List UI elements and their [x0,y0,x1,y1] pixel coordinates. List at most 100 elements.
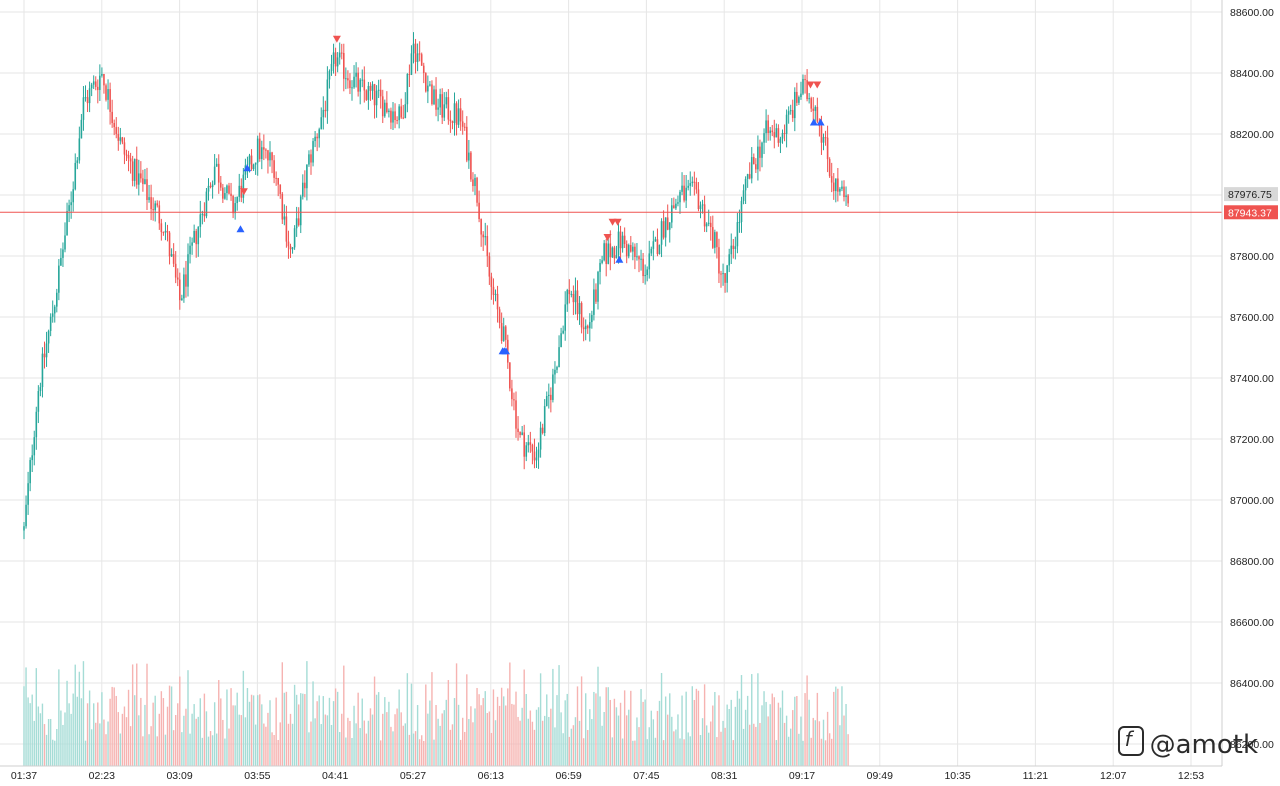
volume-bar [404,723,406,766]
candle-body [217,163,220,183]
time-axis[interactable]: 01:37 02:23 03:09 03:55 04:41 05:27 06:13 06:59… [11,770,1204,782]
candle-body [640,258,642,260]
candle-body [679,191,681,203]
candle-body [625,244,628,257]
y-tick-label: 88600.00 [1230,7,1274,19]
volume-bar [798,733,800,766]
volume-bar [341,713,343,766]
volume-bar [283,692,286,766]
candle-body [265,149,267,151]
volume-bar [513,704,515,766]
candle-body [566,289,569,305]
volume-bar [814,720,816,766]
price-badge-label: 87976.75 [1228,189,1272,201]
candle-body [509,362,511,389]
candle-body [129,158,132,162]
volume-bar [462,717,464,766]
candle-body [650,248,653,254]
sell-signal-marker [806,81,815,89]
volume-bar [544,715,546,766]
candle-body [404,104,407,119]
candle-body [619,231,622,249]
volume-bar [306,661,308,766]
y-tick-label: 88400.00 [1230,68,1274,80]
volume-bar [478,694,480,766]
price-axis[interactable]: 88600.0088400.0088200.0088000.0087800.00… [1230,7,1274,751]
volume-bar [734,706,737,766]
volume-bar [658,700,661,766]
y-tick-label: 87200.00 [1230,434,1274,446]
volume-bar [644,699,646,766]
volume-bar [429,700,431,766]
volume-bar [207,736,210,766]
candle-body [681,185,683,192]
candle-body [457,108,460,125]
candle-body [328,71,331,80]
candle-body [304,182,306,189]
x-tick-label: 05:27 [400,770,426,782]
candle-body [238,185,241,197]
candle-body [94,81,97,87]
candle-body [709,222,712,228]
candle-body [185,274,187,287]
candle-body [92,81,95,85]
volume-bar [839,725,841,766]
volume-bar [642,701,644,766]
candle-body [25,504,27,527]
volume-bar [144,704,146,766]
candle-body [597,271,599,302]
buy-signal-marker [243,164,252,172]
candle-body [796,91,798,103]
volume-bar [220,698,222,766]
candle-body [812,108,815,111]
volume-bar [39,713,42,766]
volume-bar [726,704,728,766]
volume-bar [314,718,316,766]
candle-body [658,244,661,255]
volume-bar [779,707,782,766]
volume-bar [697,690,700,766]
volume-bar [318,695,320,766]
candle-body [62,249,64,258]
volume-bar [652,719,655,766]
volume-bar [769,704,771,766]
volume-bar [773,697,775,766]
candle-body [365,90,368,100]
volume-bar [168,685,171,766]
candle-body [308,154,310,165]
candle-body [564,304,566,331]
volume-bar [785,715,788,766]
volume-bar [539,673,542,766]
volume-bar [58,669,60,766]
candle-body [548,394,550,397]
candle-body [804,78,806,81]
volume-bar [683,739,685,766]
candle-body [429,84,431,86]
volume-bar [603,711,605,766]
candle-body [195,230,197,245]
volume-bar [459,739,462,766]
volume-bar [740,675,743,766]
candle-body [656,239,659,255]
candle-body [224,193,226,199]
candle-body [843,186,845,198]
candle-body [349,80,351,89]
volume-bar [425,684,427,766]
candle-body [164,230,167,233]
volume-bar [535,709,538,766]
volume-bar [767,716,769,766]
candle-body [115,127,118,135]
candle-body [90,84,93,89]
volume-bar [123,706,126,766]
volume-bar [396,708,398,766]
volume-bar [209,731,212,766]
candle-body [388,110,390,113]
volume-bar [630,690,632,766]
volume-bar [289,713,292,766]
candle-body [613,247,616,259]
buy-signal-marker [236,225,245,233]
volume-bar [841,686,843,766]
volume-bar [816,692,819,766]
volume-bar [484,691,486,766]
